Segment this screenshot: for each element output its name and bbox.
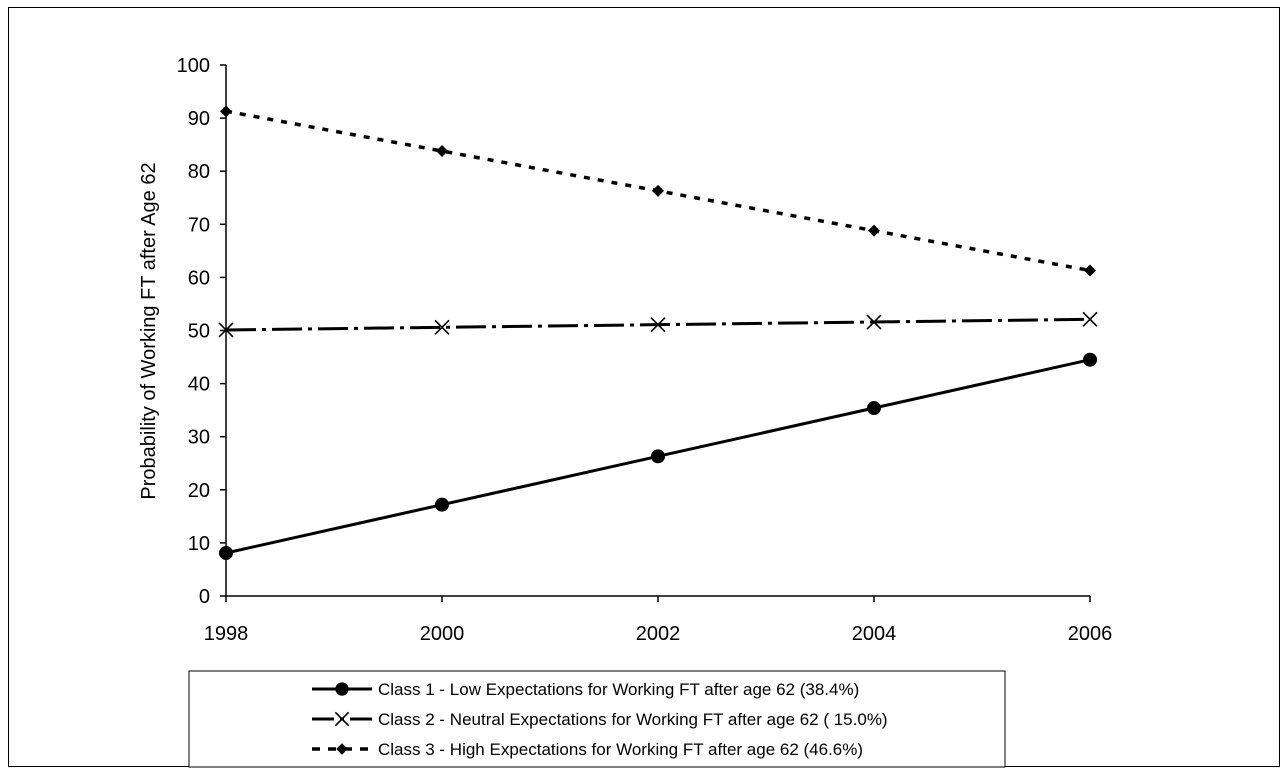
series-1 <box>219 352 1097 560</box>
legend-item-class-2: Class 2 - Neutral Expectations for Worki… <box>312 710 888 729</box>
legend-marker-class-1 <box>335 682 349 696</box>
y-tick-label: 70 <box>188 214 210 236</box>
y-axis-label: Probability of Working FT after Age 62 <box>138 162 160 499</box>
series-1-point <box>435 497 449 512</box>
legend-marker-class-2 <box>334 711 350 727</box>
series-3-point <box>220 105 232 118</box>
legend-label-class-2: Class 2 - Neutral Expectations for Worki… <box>378 710 888 729</box>
legend-item-class-3: Class 3 - High Expectations for Working … <box>312 740 863 759</box>
legend: Class 1 - Low Expectations for Working F… <box>188 670 1006 768</box>
series-layer <box>218 105 1098 560</box>
y-tick-label: 50 <box>188 321 210 343</box>
series-2 <box>218 311 1098 338</box>
y-tick-label: 80 <box>188 161 210 183</box>
y-tick-label: 60 <box>188 267 210 289</box>
x-tick-label: 2006 <box>1068 623 1113 645</box>
series-2-point <box>1082 311 1098 327</box>
series-3 <box>220 105 1096 277</box>
series-3-point <box>1084 264 1096 277</box>
y-tick-label: 0 <box>199 586 210 608</box>
series-3-point <box>436 145 448 158</box>
legend-item-class-1: Class 1 - Low Expectations for Working F… <box>312 680 859 699</box>
y-tick-label: 30 <box>188 427 210 449</box>
y-tick-label: 90 <box>188 108 210 130</box>
x-tick-label: 1998 <box>204 623 249 645</box>
x-tick-label: 2000 <box>420 623 465 645</box>
legend-marker-class-3 <box>336 743 348 755</box>
y-tick-label: 20 <box>188 480 210 502</box>
legend-label-class-1: Class 1 - Low Expectations for Working F… <box>378 680 859 699</box>
series-2-point <box>434 319 450 335</box>
legend-label-class-3: Class 3 - High Expectations for Working … <box>378 740 863 759</box>
series-2-point <box>650 317 666 333</box>
legend-sample-class-1 <box>312 682 372 696</box>
series-3-point <box>868 224 880 237</box>
y-tick-label: 40 <box>188 374 210 396</box>
series-1-point <box>219 545 233 560</box>
x-tick-label: 2002 <box>636 623 681 645</box>
series-3-point <box>652 184 664 197</box>
y-tick-label: 10 <box>188 533 210 555</box>
series-2-point <box>866 314 882 330</box>
axes: 0 10 20 30 40 50 60 70 80 90 100 1998 2000 2002 2004 20… <box>177 55 1113 645</box>
legend-sample-class-2 <box>312 711 372 727</box>
series-1-point <box>651 449 665 464</box>
x-tick-label: 2004 <box>852 623 897 645</box>
legend-sample-class-3 <box>312 743 372 755</box>
series-1-point <box>867 401 881 416</box>
series-1-point <box>1083 352 1097 367</box>
series-2-point <box>218 322 234 338</box>
y-tick-label: 100 <box>177 55 210 77</box>
